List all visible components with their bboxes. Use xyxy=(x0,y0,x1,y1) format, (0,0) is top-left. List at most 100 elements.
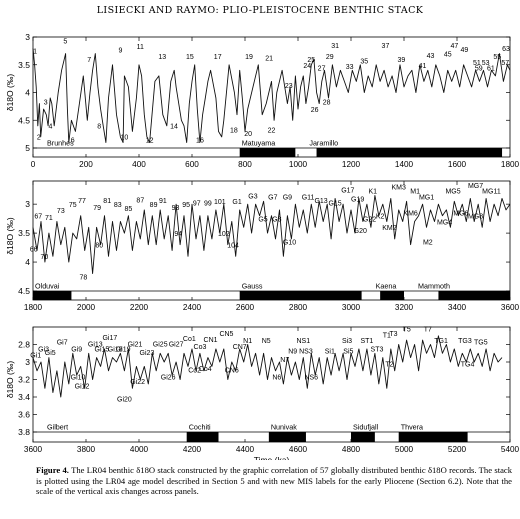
middle-y-axis-label: δ18O (‰) xyxy=(5,217,15,254)
middle-stage-label: MG5 xyxy=(445,189,460,196)
middle-stage-label: 78 xyxy=(79,274,87,281)
top-stage-label: 24 xyxy=(303,63,311,70)
bottom-stage-label: Gi25 xyxy=(153,341,168,348)
top-stage-label: 5 xyxy=(63,39,67,46)
bottom-stage-label: Gi5 xyxy=(45,350,56,357)
middle-stage-label: G22 xyxy=(363,217,376,224)
middle-stage-label: 104 xyxy=(227,243,239,250)
middle-stage-label: G5 xyxy=(258,217,267,224)
top-x-tick-label: 1200 xyxy=(342,160,361,169)
bottom-stage-label: ST1 xyxy=(360,338,373,345)
bottom-chron-bar-normal xyxy=(268,432,306,442)
bottom-x-tick-label: 4000 xyxy=(130,445,149,454)
top-stage-label: 35 xyxy=(360,59,368,66)
bottom-stage-label: Gi18 xyxy=(108,347,123,354)
middle-stage-label: G9 xyxy=(283,195,292,202)
top-y-tick-label: 5 xyxy=(25,143,30,153)
top-x-tick-label: 1600 xyxy=(448,160,467,169)
middle-stage-label: 70 xyxy=(40,254,48,261)
middle-chron-label: Mammoth xyxy=(418,282,450,291)
bottom-stage-label: Gi1 xyxy=(30,353,41,360)
middle-stage-label: G19 xyxy=(351,196,364,203)
middle-stage-label: 67 xyxy=(34,214,42,221)
top-stage-label: 20 xyxy=(244,131,252,138)
bottom-stage-label: Gi13 xyxy=(88,341,103,348)
middle-chron-bar-normal xyxy=(380,291,404,300)
top-x-tick-label: 1800 xyxy=(501,160,520,169)
bottom-stage-label: N1 xyxy=(243,338,252,345)
top-stage-label: 26 xyxy=(311,107,319,114)
top-y-tick-label: 4 xyxy=(25,88,30,98)
bottom-stage-label: Gi12 xyxy=(75,383,90,390)
top-stage-label: 37 xyxy=(382,43,390,50)
bottom-x-tick-label: 5200 xyxy=(448,445,467,454)
top-stage-label: 41 xyxy=(419,63,427,70)
bottom-stage-label: TG1 xyxy=(434,338,448,345)
middle-stage-label: 95 xyxy=(182,202,190,209)
bottom-x-tick-label: 4600 xyxy=(289,445,308,454)
top-stage-label: 53 xyxy=(482,60,490,67)
top-stage-label: 33 xyxy=(346,64,354,71)
bottom-y-tick-label: 3.2 xyxy=(18,375,30,385)
top-stage-label: 51 xyxy=(473,60,481,67)
top-stage-label: 23 xyxy=(285,83,293,90)
middle-stage-label: 77 xyxy=(78,198,86,205)
top-x-tick-label: 200 xyxy=(79,160,93,169)
bottom-stage-label: Co2 xyxy=(188,368,201,375)
caption-label: Figure 4. xyxy=(36,465,69,475)
bottom-stage-label: NS1 xyxy=(296,338,310,345)
top-stage-label: 3 xyxy=(44,100,48,107)
middle-x-tick-label: 2200 xyxy=(130,303,149,312)
middle-chron-bar-normal xyxy=(438,291,510,300)
top-chron-bar-normal xyxy=(239,148,296,157)
middle-stage-label: K1 xyxy=(368,189,377,196)
figure-caption: Figure 4. The LR04 benthic δ18O stack co… xyxy=(36,465,512,497)
bottom-y-tick-label: 2.8 xyxy=(18,340,30,350)
middle-chron-bar-normal xyxy=(239,291,362,300)
top-stage-label: 61 xyxy=(487,65,495,72)
running-header: LISIECKI AND RAYMO: PLIO-PLEISTOCENE BEN… xyxy=(96,5,424,16)
middle-stage-label: KM6 xyxy=(403,211,418,218)
middle-stage-label: MG11 xyxy=(482,189,501,196)
middle-stage-label: 87 xyxy=(136,197,144,204)
bottom-stage-label: Gi23 xyxy=(140,350,155,357)
bottom-stage-label: T2 xyxy=(385,361,393,368)
top-stage-label: 28 xyxy=(323,100,331,107)
top-stage-label: 2 xyxy=(37,135,41,142)
top-y-tick-label: 3.5 xyxy=(18,60,30,70)
bottom-stage-label: TG4 xyxy=(461,361,475,368)
bottom-stage-label: N7 xyxy=(280,357,289,364)
middle-x-tick-label: 2800 xyxy=(289,303,308,312)
bottom-stage-label: CN7 xyxy=(233,344,247,351)
top-stage-label: 49 xyxy=(461,47,469,54)
middle-stage-label: 83 xyxy=(114,202,122,209)
top-y-tick-label: 4.5 xyxy=(18,115,30,125)
middle-stage-label: KM3 xyxy=(391,185,406,192)
middle-stage-label: 71 xyxy=(45,215,53,222)
bottom-stage-label: Gi19 xyxy=(116,347,131,354)
bottom-chron-bar-normal xyxy=(398,432,468,442)
bottom-stage-label: NS6 xyxy=(304,375,318,382)
top-stage-label: 17 xyxy=(214,54,222,61)
top-stage-label: 21 xyxy=(265,55,273,62)
bottom-stage-label: Co1 xyxy=(183,336,196,343)
top-stage-label: 12 xyxy=(146,137,154,144)
bottom-y-tick-label: 3.6 xyxy=(18,410,30,420)
middle-stage-label: G10 xyxy=(283,240,296,247)
top-stage-label: 18 xyxy=(230,127,238,134)
bottom-stage-label: Si5 xyxy=(343,348,353,355)
bottom-chron-label: Cochiti xyxy=(189,423,211,432)
bottom-y-tick-label: 3.8 xyxy=(18,427,30,437)
bottom-y-tick-label: 3.4 xyxy=(18,392,30,402)
middle-x-tick-label: 2600 xyxy=(236,303,255,312)
middle-y-tick-label: 4.5 xyxy=(18,286,30,296)
top-stage-label: 15 xyxy=(186,54,194,61)
top-stage-label: 19 xyxy=(245,54,253,61)
middle-stage-label: MG8 xyxy=(468,214,483,221)
middle-stage-label: M2 xyxy=(423,240,433,247)
middle-x-tick-label: 2000 xyxy=(77,303,96,312)
middle-x-tick-label: 3400 xyxy=(448,303,467,312)
bottom-stage-label: CN5 xyxy=(219,331,233,338)
middle-stage-label: G1 xyxy=(232,199,241,206)
middle-stage-label: 97 xyxy=(193,200,201,207)
